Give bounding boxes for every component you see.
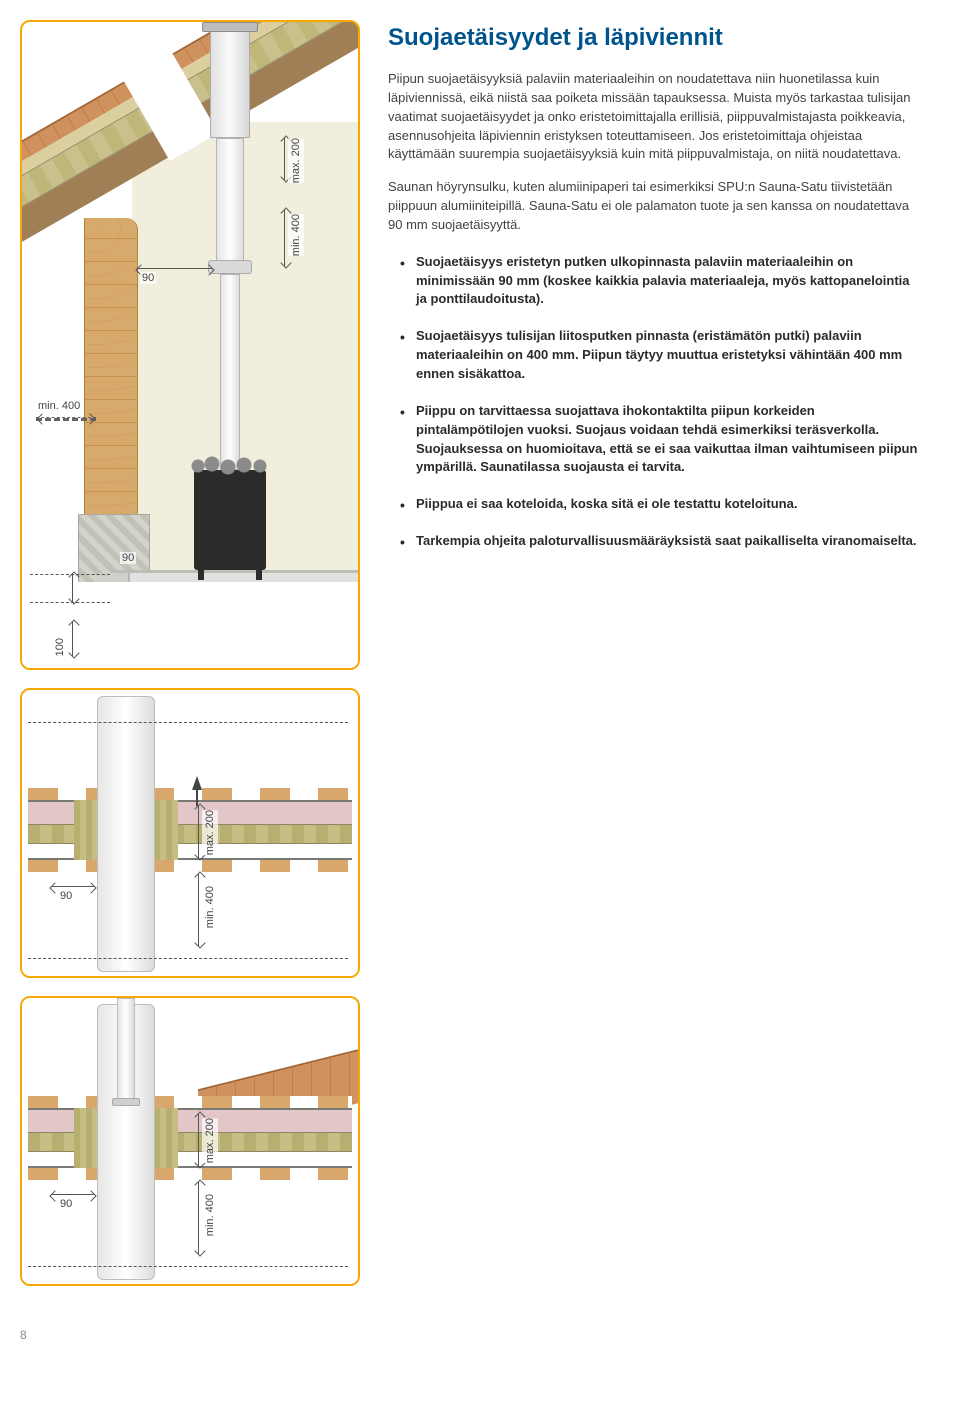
dim2-min400: min. 400 — [202, 886, 218, 928]
dim3-90: 90 — [58, 1198, 74, 1210]
page-title: Suojaetäisyydet ja läpiviennit — [388, 24, 920, 52]
dim2-90: 90 — [58, 890, 74, 902]
bullet-5: Tarkempia ohjeita paloturvallisuusmääräy… — [388, 532, 920, 551]
bullet-list: Suojaetäisyys eristetyn putken ulkopinna… — [388, 253, 920, 551]
dim-100-floor: 100 — [52, 638, 68, 656]
dim-min400-wall: min. 400 — [36, 400, 82, 412]
diagram-sauna-section: max. 200 min. 400 90 min. 400 100 90 — [20, 20, 360, 670]
intro-paragraph-2: Saunan höyrynsulku, kuten alumiinipaperi… — [388, 178, 920, 235]
dim-90-floor: 90 — [120, 552, 136, 564]
left-column: max. 200 min. 400 90 min. 400 100 90 — [20, 20, 360, 1342]
bullet-4: Piippua ei saa koteloida, koska sitä ei … — [388, 495, 920, 514]
bullet-1: Suojaetäisyys eristetyn putken ulkopinna… — [388, 253, 920, 310]
bullet-3: Piippu on tarvittaessa suojattava ihokon… — [388, 402, 920, 477]
bullet-2: Suojaetäisyys tulisijan liitosputken pin… — [388, 327, 920, 384]
dim3-min400: min. 400 — [202, 1194, 218, 1236]
page-number: 8 — [20, 1328, 360, 1342]
right-column: Suojaetäisyydet ja läpiviennit Piipun su… — [388, 20, 920, 1342]
dim-90-ceiling: 90 — [140, 272, 156, 284]
intro-paragraph-1: Piipun suojaetäisyyksiä palaviin materia… — [388, 70, 920, 164]
dim2-max200: max. 200 — [202, 810, 218, 855]
diagram-ceiling-pitched: max. 200 min. 400 90 — [20, 996, 360, 1286]
diagram-ceiling-flat: max. 200 min. 400 90 — [20, 688, 360, 978]
dim-min400-ceiling: min. 400 — [288, 214, 304, 256]
dim-max200-roof: max. 200 — [288, 138, 304, 183]
dim3-max200: max. 200 — [202, 1118, 218, 1163]
